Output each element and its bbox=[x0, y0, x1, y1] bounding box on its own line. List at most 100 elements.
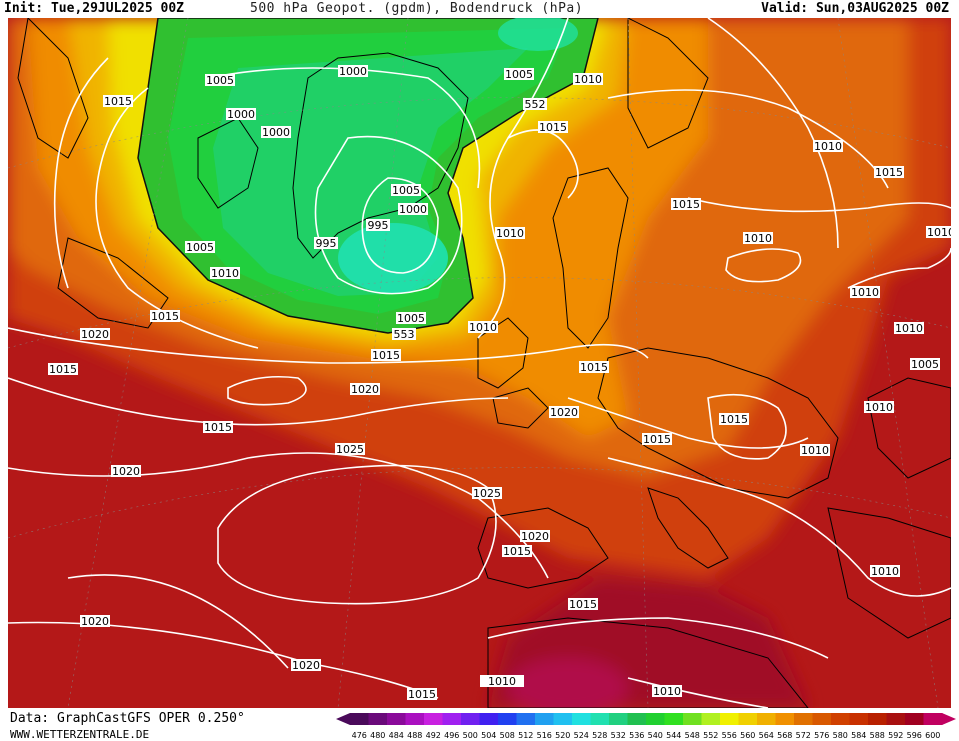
scale-cell bbox=[424, 713, 443, 725]
isobar-label: 1010 bbox=[801, 444, 829, 457]
scale-arrow-right bbox=[942, 713, 956, 725]
scale-tick-label: 540 bbox=[648, 731, 663, 740]
scale-cell bbox=[646, 713, 665, 725]
scale-cell bbox=[923, 713, 943, 725]
scale-cell bbox=[498, 713, 517, 725]
isobar-label: 1010 bbox=[927, 226, 951, 239]
isobar-label: 1005 bbox=[392, 184, 420, 197]
isobar-label: 1020 bbox=[81, 615, 109, 628]
geopotential-labels: 552 553 bbox=[392, 98, 547, 341]
isobar-label: 1015 bbox=[151, 310, 179, 323]
scale-tick-label: 476 bbox=[352, 731, 367, 740]
isobar-label: 1015 bbox=[672, 198, 700, 211]
isobar-label: 1010 bbox=[895, 322, 923, 335]
scale-cell bbox=[627, 713, 647, 725]
isobars bbox=[8, 18, 951, 708]
header-bar: Init: Tue,29JUL2025 00Z 500 hPa Geopot. … bbox=[0, 0, 959, 18]
scale-cell bbox=[886, 713, 906, 725]
website-link[interactable]: WWW.WETTERZENTRALE.DE bbox=[10, 728, 150, 741]
isobar-label: 1010 bbox=[814, 140, 842, 153]
isobar-label: 1000 bbox=[339, 65, 367, 78]
isobar-label: 1015 bbox=[539, 121, 567, 134]
isobar-label: 1005 bbox=[397, 312, 425, 325]
scale-cell bbox=[387, 713, 406, 725]
isobar-label: 1025 bbox=[473, 487, 501, 500]
scale-cell bbox=[905, 713, 924, 725]
isobar-label: 1015 bbox=[720, 413, 748, 426]
isobar-label: 995 bbox=[316, 237, 337, 250]
isobar-label: 1005 bbox=[911, 358, 939, 371]
isobar-label: 1005 bbox=[186, 241, 214, 254]
scale-cell bbox=[683, 713, 702, 725]
scale-tick-label: 576 bbox=[814, 731, 829, 740]
isobar-label: 1015 bbox=[104, 95, 132, 108]
isobar-label: 1000 bbox=[262, 126, 290, 139]
geopotential-label: 553 bbox=[394, 328, 415, 341]
scale-tick-label: 568 bbox=[777, 731, 792, 740]
scale-tick-label: 552 bbox=[703, 731, 718, 740]
scale-tick-label: 532 bbox=[611, 731, 626, 740]
isobar-label: 1015 bbox=[503, 545, 531, 558]
isobar-label: 1020 bbox=[81, 328, 109, 341]
scale-cell bbox=[535, 713, 554, 725]
data-source: Data: GraphCastGFS OPER 0.250° bbox=[10, 711, 245, 726]
geopotential-label: 552 bbox=[525, 98, 546, 111]
scale-tick-label: 564 bbox=[759, 731, 774, 740]
scale-cell bbox=[516, 713, 536, 725]
scale-tick-label: 516 bbox=[537, 731, 552, 740]
isobar-label: 1020 bbox=[521, 530, 549, 543]
isobar-label: 1020 bbox=[292, 659, 320, 672]
map-title: 500 hPa Geopot. (gpdm), Bodendruck (hPa) bbox=[250, 1, 584, 16]
isobar-label: 1010 bbox=[211, 267, 239, 280]
scale-tick-label: 512 bbox=[518, 731, 533, 740]
footer-bar: Data: GraphCastGFS OPER 0.250° WWW.WETTE… bbox=[0, 708, 959, 741]
color-scale: 476 480 484 488 492 496 500 504 508 512 516 520 524 5… bbox=[336, 713, 956, 740]
scale-tick-label: 492 bbox=[426, 731, 441, 740]
isobar-label: 1015 bbox=[408, 688, 436, 701]
scale-cell bbox=[572, 713, 591, 725]
isobar-label: 1015 bbox=[580, 361, 608, 374]
scale-cell bbox=[405, 713, 425, 725]
isobar-label: 1000 bbox=[399, 203, 427, 216]
isobar-label: 1015 bbox=[204, 421, 232, 434]
scale-arrow-left bbox=[336, 713, 350, 725]
scale-tick-label: 556 bbox=[722, 731, 737, 740]
scale-tick-label: 600 bbox=[925, 731, 940, 740]
isobar-label: 1015 bbox=[569, 598, 597, 611]
scale-cell bbox=[479, 713, 499, 725]
isobar-label: 995 bbox=[368, 219, 389, 232]
isobar-label: 1010 bbox=[744, 232, 772, 245]
scale-tick-label: 508 bbox=[500, 731, 515, 740]
scale-tick-label: 548 bbox=[685, 731, 700, 740]
isobar-label: 1010 bbox=[865, 401, 893, 414]
scale-cell bbox=[701, 713, 721, 725]
scale-tick-label: 528 bbox=[592, 731, 607, 740]
weather-map: 1005 1015 1000 1000 1000 1005 1005 1010 … bbox=[8, 18, 951, 708]
scale-cell bbox=[609, 713, 628, 725]
isobar-label: 1010 bbox=[469, 321, 497, 334]
init-time: Init: Tue,29JUL2025 00Z bbox=[4, 1, 185, 16]
isobar-label: 1010 bbox=[851, 286, 879, 299]
scale-cell bbox=[738, 713, 758, 725]
isobar-label: 1010 bbox=[871, 565, 899, 578]
scale-cell bbox=[868, 713, 887, 725]
isobar-label: 1015 bbox=[875, 166, 903, 179]
scale-cell bbox=[757, 713, 776, 725]
isobar-label: 1005 bbox=[206, 74, 234, 87]
isobar-label: 1010 bbox=[574, 73, 602, 86]
scale-tick-label: 484 bbox=[389, 731, 404, 740]
scale-tick-label: 584 bbox=[851, 731, 866, 740]
isobar-label: 1015 bbox=[372, 349, 400, 362]
scale-cell bbox=[831, 713, 850, 725]
scale-cell bbox=[461, 713, 480, 725]
isobar-label: 1025 bbox=[336, 443, 364, 456]
scale-cell bbox=[812, 713, 832, 725]
scale-tick-label: 524 bbox=[574, 731, 589, 740]
scale-tick-label: 560 bbox=[740, 731, 755, 740]
scale-tick-label: 520 bbox=[555, 731, 570, 740]
scale-tick-label: 496 bbox=[444, 731, 459, 740]
isobar-label: 1020 bbox=[112, 465, 140, 478]
isobar-label: 1015 bbox=[49, 363, 77, 376]
scale-cell bbox=[553, 713, 573, 725]
isobar-labels: 1005 1015 1000 1000 1000 1005 1005 1010 … bbox=[48, 65, 951, 701]
